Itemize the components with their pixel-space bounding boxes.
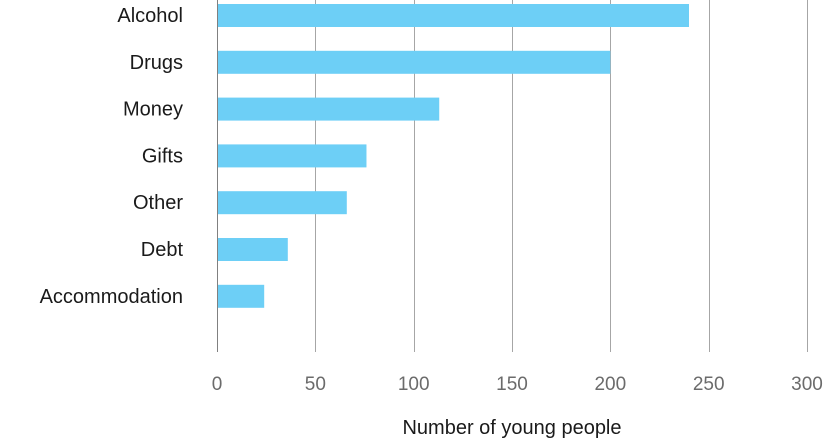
x-tick-label-200: 200 bbox=[594, 374, 626, 395]
bar-alcohol bbox=[218, 4, 689, 27]
x-tick-label-300: 300 bbox=[791, 374, 823, 395]
x-tick-label-250: 250 bbox=[693, 374, 725, 395]
x-tick-label-150: 150 bbox=[496, 374, 528, 395]
bar-gifts bbox=[218, 144, 367, 168]
bar-money bbox=[218, 97, 440, 121]
x-tick-label-100: 100 bbox=[398, 374, 430, 395]
category-label-gifts: Gifts bbox=[142, 145, 183, 167]
bars bbox=[218, 4, 689, 308]
category-label-debt: Debt bbox=[141, 239, 184, 261]
bar-debt bbox=[218, 238, 288, 261]
category-label-accommodation: Accommodation bbox=[40, 286, 183, 308]
x-tick-labels: 0 50 100 150 200 250 300 bbox=[212, 374, 823, 395]
category-label-alcohol: Alcohol bbox=[117, 5, 183, 27]
bar-other bbox=[218, 191, 347, 215]
bar-drugs bbox=[218, 50, 611, 74]
x-axis-title: Number of young people bbox=[402, 417, 621, 439]
category-labels: Alcohol Drugs Money Gifts Other Debt Accommoda… bbox=[40, 5, 184, 308]
bar-accommodation bbox=[218, 284, 265, 308]
x-tick-label-50: 50 bbox=[305, 374, 326, 395]
category-label-other: Other bbox=[133, 192, 183, 214]
category-label-money: Money bbox=[123, 99, 183, 121]
category-label-drugs: Drugs bbox=[130, 52, 183, 74]
x-tick-label-0: 0 bbox=[212, 374, 223, 395]
